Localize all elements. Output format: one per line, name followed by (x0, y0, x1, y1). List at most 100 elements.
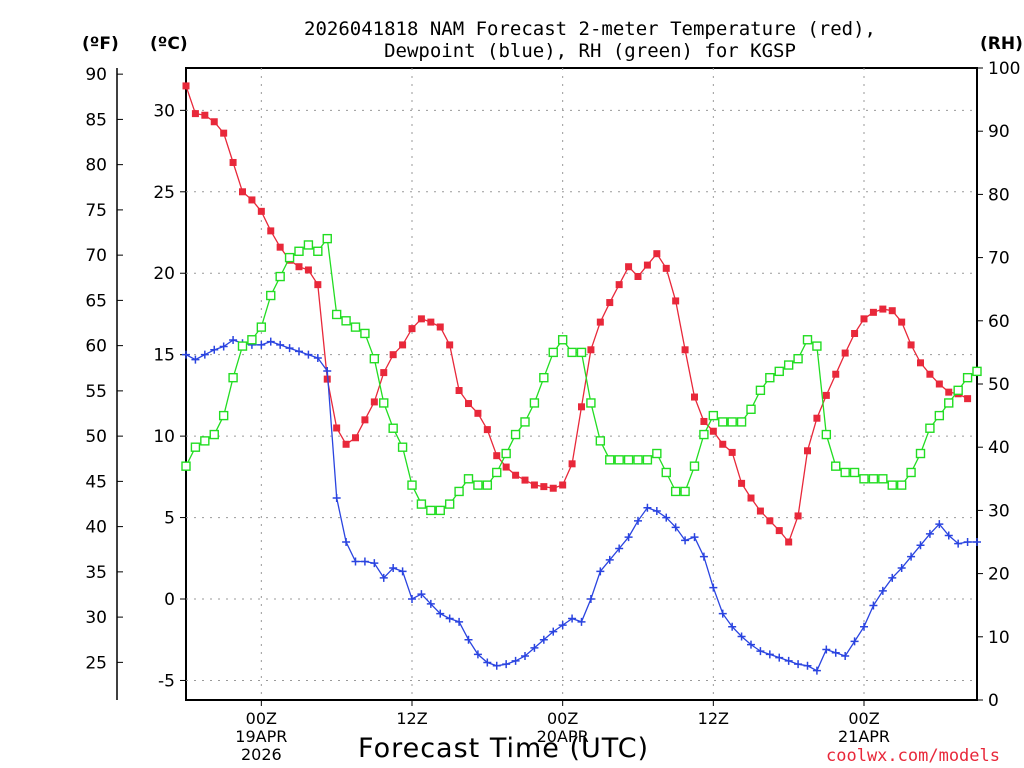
fahrenheit-tick-label: 35 (85, 563, 107, 583)
relative-humidity-point (539, 372, 549, 383)
2-meter-temperature-point (436, 323, 444, 331)
dewpoint-point (662, 513, 671, 522)
relative-humidity-point (633, 455, 643, 465)
dewpoint-point (389, 564, 398, 573)
relative-humidity-point (463, 474, 474, 484)
dewpoint-point (916, 541, 925, 550)
relative-humidity-point (944, 398, 954, 408)
2-meter-temperature-point (700, 417, 708, 425)
x-tick-label: 12Z (698, 709, 729, 728)
fahrenheit-tick-label: 50 (85, 427, 107, 447)
2-meter-temperature-point (239, 188, 246, 196)
2-meter-temperature-point (540, 483, 548, 491)
2-meter-temperature-point (898, 318, 906, 326)
celsius-tick-label: -5 (158, 671, 175, 691)
2-meter-temperature-point (606, 299, 614, 307)
relative-humidity-point (529, 398, 540, 408)
dewpoint-point (530, 643, 539, 652)
2-meter-temperature-point (643, 261, 651, 269)
dewpoint-point (803, 661, 812, 670)
relative-humidity-point (831, 461, 841, 471)
relative-humidity-point (407, 480, 417, 490)
relative-humidity-point (454, 486, 464, 497)
2-meter-temperature-point (380, 369, 388, 377)
dewpoint-point (285, 344, 294, 353)
relative-humidity-point (218, 410, 229, 421)
dewpoint-point (850, 637, 859, 646)
dewpoint-point (219, 342, 228, 351)
2-meter-temperature-point (841, 349, 849, 357)
rh-unit-label: (RH) (980, 34, 1023, 54)
relative-humidity-point (388, 423, 398, 433)
2-meter-temperature-point (756, 507, 764, 515)
2-meter-temperature-point (681, 346, 689, 354)
relative-humidity-point (774, 366, 784, 377)
2-meter-temperature-point (766, 517, 774, 525)
dewpoint-point (681, 536, 690, 545)
x-axis-label: Forecast Time (UTC) (358, 733, 650, 764)
2-meter-temperature-point (361, 416, 369, 424)
dewpoint-point (511, 656, 520, 665)
relative-humidity-point (576, 347, 587, 358)
celsius-tick-label: 15 (153, 346, 175, 366)
dewpoint-point (794, 660, 803, 669)
celsius-tick-label: 20 (153, 264, 175, 284)
rh-tick-label: 80 (988, 185, 1010, 205)
dewpoint-point (436, 609, 445, 618)
dewpoint-point (577, 617, 586, 626)
2-meter-temperature-point (304, 266, 312, 274)
relative-humidity-point (868, 474, 879, 484)
dewpoint-point (323, 366, 332, 375)
2-meter-temperature-point (465, 400, 472, 408)
2-meter-temperature-point (869, 308, 877, 316)
2-meter-temperature-point (220, 129, 228, 137)
dewpoint-point (615, 544, 624, 553)
fahrenheit-tick-label: 25 (85, 653, 107, 673)
relative-humidity-point (322, 233, 332, 244)
relative-humidity-point (209, 429, 219, 440)
dewpoint-point (200, 350, 209, 359)
relative-humidity-point (953, 385, 963, 396)
relative-humidity-point (652, 448, 662, 459)
relative-humidity-point (200, 436, 210, 446)
2-meter-temperature-point (201, 111, 209, 119)
relative-humidity-point (605, 455, 615, 465)
credit-text: coolwx.com/models (826, 746, 1000, 766)
relative-humidity-point (840, 467, 850, 478)
2-meter-temperature-point (295, 263, 303, 271)
dewpoint-point (671, 523, 680, 532)
fahrenheit-tick-label: 45 (85, 472, 107, 492)
dewpoint-point (944, 531, 953, 540)
fahrenheit-tick-label: 90 (85, 65, 107, 85)
dewpoint-point (210, 345, 219, 354)
dewpoint-point (652, 507, 661, 516)
celsius-tick-label: 25 (153, 183, 175, 203)
chart-title-line1: 2026041818 NAM Forecast 2-meter Temperat… (304, 18, 876, 40)
dewpoint-point (549, 627, 558, 636)
chart-title-line2: Dewpoint (blue), RH (green) for KGSP (384, 40, 796, 62)
2-meter-temperature-point (474, 409, 482, 417)
2-meter-temperature-point (399, 341, 407, 349)
relative-humidity-point (586, 398, 596, 408)
relative-humidity-point (755, 385, 766, 396)
plot-frame (185, 67, 978, 701)
dewpoint-point (426, 599, 435, 608)
dewpoint-point (925, 529, 934, 538)
dewpoint-point (521, 652, 529, 661)
relative-humidity-point (859, 474, 869, 484)
2-meter-temperature-point (813, 414, 821, 422)
relative-humidity-point (360, 328, 370, 339)
relative-humidity-point (294, 246, 304, 256)
dewpoint-point (728, 622, 737, 631)
2-meter-temperature-point (568, 460, 576, 468)
x-tick-label: 12Z (396, 709, 427, 728)
dewpoint-point (860, 622, 868, 631)
dewpoint-point (596, 567, 605, 576)
2-meter-temperature-point (964, 395, 972, 403)
dewpoint-point (935, 520, 944, 529)
fahrenheit-tick-label: 80 (85, 156, 107, 176)
2-meter-temperature-point (719, 440, 727, 448)
relative-humidity-point (482, 480, 493, 490)
2-meter-temperature-point (785, 538, 793, 546)
2-meter-temperature-point (822, 391, 830, 399)
